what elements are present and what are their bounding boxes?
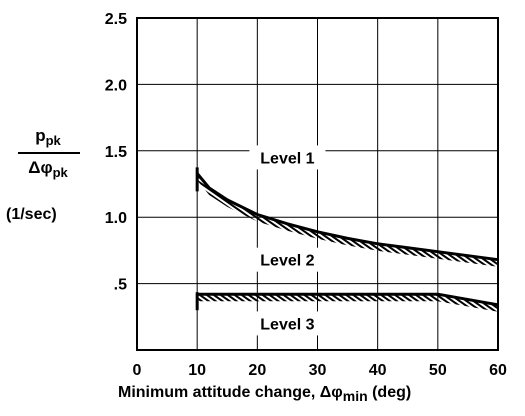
y-axis-fraction-bar bbox=[18, 152, 80, 154]
y-tick-label: 1.0 bbox=[105, 210, 127, 227]
boundary-hatch bbox=[197, 173, 498, 267]
level-label: Level 2 bbox=[260, 253, 314, 270]
annotation-background bbox=[249, 311, 326, 336]
x-tick-label: 40 bbox=[369, 362, 387, 379]
y-axis-units: (1/sec) bbox=[6, 206, 57, 223]
x-tick-label: 10 bbox=[188, 362, 206, 379]
annotation-background bbox=[249, 145, 326, 170]
x-tick-label: 50 bbox=[429, 362, 447, 379]
level-label: Level 1 bbox=[260, 150, 314, 167]
y-axis-label-numerator: ppk bbox=[35, 126, 61, 148]
y-tick-label: 2.0 bbox=[105, 77, 127, 94]
boundary-hatch bbox=[197, 294, 498, 312]
x-tick-label: 60 bbox=[489, 362, 507, 379]
level-label: Level 3 bbox=[260, 316, 314, 333]
x-tick-label: 20 bbox=[248, 362, 266, 379]
x-axis-label: Minimum attitude change, Δφmin (deg) bbox=[118, 384, 412, 404]
x-tick-label: 0 bbox=[133, 362, 142, 379]
x-tick-label: 30 bbox=[309, 362, 327, 379]
y-axis-label-denominator: Δφpk bbox=[28, 158, 68, 180]
boundary-line bbox=[196, 172, 499, 262]
y-tick-label: 1.5 bbox=[105, 144, 127, 161]
annotation-background bbox=[249, 247, 326, 272]
boundary-line bbox=[197, 292, 499, 307]
y-tick-label: 2.5 bbox=[105, 11, 127, 28]
y-tick-label: .5 bbox=[114, 277, 127, 294]
